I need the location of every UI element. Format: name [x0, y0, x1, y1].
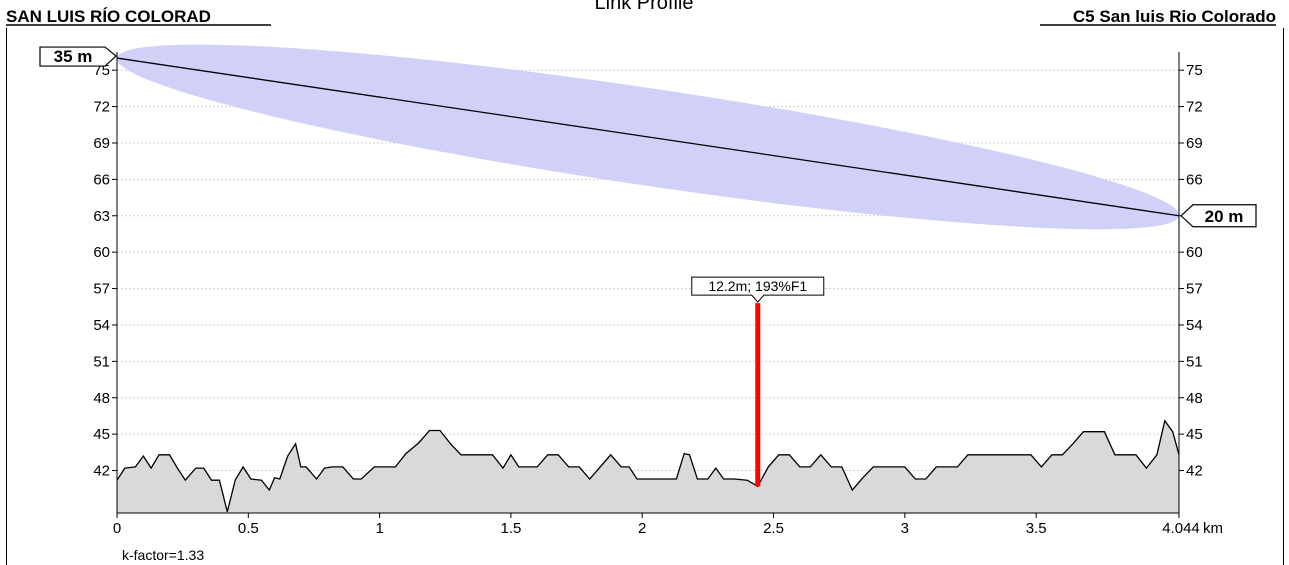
x-tick-label: 0 — [113, 520, 121, 537]
k-factor-label: k-factor=1.33 — [122, 547, 204, 563]
right-antenna-flag-shape — [1180, 204, 1257, 228]
terrain-profile — [116, 419, 1180, 513]
y-tick-label-right: 66 — [1186, 171, 1203, 188]
y-tick-label-left: 42 — [93, 463, 110, 480]
y-tick-label-left: 66 — [93, 171, 110, 188]
y-tick-label-left: 51 — [93, 353, 110, 370]
terrain-line — [116, 419, 1180, 512]
terrain-fill — [117, 420, 1179, 513]
x-tick-label: 2.5 — [763, 520, 784, 537]
y-tick-label-right: 54 — [1186, 317, 1203, 334]
y-tick-label-left: 72 — [93, 99, 110, 116]
right-site-name: C5 San luis Rio Colorado — [1073, 7, 1276, 26]
obstruction-callout: 12.2m; 193%F1 — [691, 276, 825, 303]
y-tick-label-right: 48 — [1186, 390, 1203, 407]
x-tick-label: 3.5 — [1026, 520, 1047, 537]
y-tick-label-right: 45 — [1186, 426, 1203, 443]
y-tick-label-right: 42 — [1186, 463, 1203, 480]
y-tick-label-right: 69 — [1186, 135, 1203, 152]
y-tick-label-right: 72 — [1186, 99, 1203, 116]
y-tick-label-right: 60 — [1186, 244, 1203, 261]
left-antenna-flag: 35 m — [39, 46, 117, 67]
los-line — [116, 57, 1180, 217]
x-tick-label: 3 — [901, 520, 909, 537]
y-tick-label-left: 57 — [93, 281, 110, 298]
x-axis-unit: km — [1203, 520, 1223, 537]
x-tick-label: 2 — [638, 520, 646, 537]
axes — [116, 52, 1180, 514]
x-axis-ticks: 0 0.5 1 1.5 2 2.5 3 3.5 4.044 — [113, 513, 1200, 537]
x-tick-label: 1 — [375, 520, 383, 537]
left-site-name: SAN LUIS RÍO COLORAD — [6, 7, 211, 26]
obstruction-callout-box — [691, 276, 825, 303]
y-tick-label-left: 45 — [93, 426, 110, 443]
obstruction-clearance-label: 12.2m; 193%F1 — [708, 278, 807, 294]
y-tick-label-left: 63 — [93, 208, 110, 225]
x-tick-label: 1.5 — [500, 520, 521, 537]
y-tick-label-left: 54 — [93, 317, 110, 334]
chart-title: Link Profile — [595, 0, 694, 14]
right-antenna-flag: 20 m — [1180, 204, 1257, 228]
x-tick-label: 0.5 — [238, 520, 259, 537]
y-tick-label-right: 57 — [1186, 281, 1203, 298]
y-tick-label-right: 51 — [1186, 353, 1203, 370]
y-tick-label-left: 69 — [93, 135, 110, 152]
y-tick-label-left: 48 — [93, 390, 110, 407]
line-of-sight — [116, 57, 1180, 217]
x-tick-label: 4.044 — [1162, 520, 1200, 537]
y-tick-label-left: 60 — [93, 244, 110, 261]
right-antenna-height-label: 20 m — [1205, 207, 1244, 226]
left-antenna-height-label: 35 m — [54, 47, 93, 66]
left-antenna-flag-shape — [39, 46, 117, 67]
y-tick-label-right: 75 — [1186, 62, 1203, 79]
